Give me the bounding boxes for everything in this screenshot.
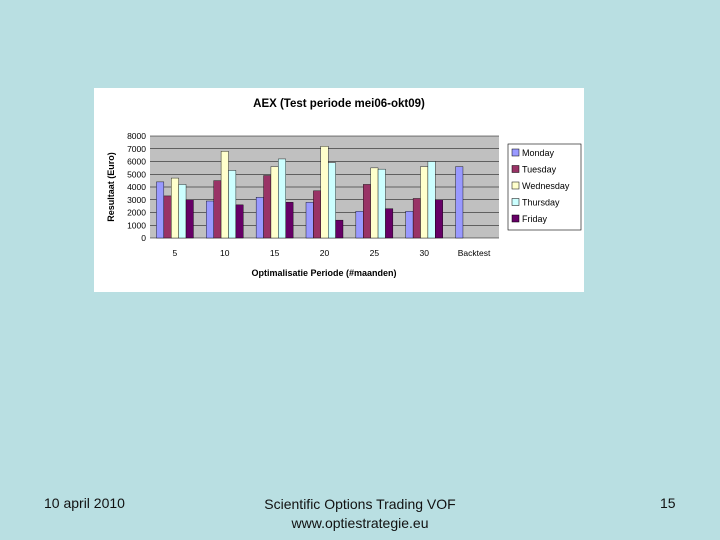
bar — [405, 211, 414, 239]
bar — [435, 199, 443, 239]
bar — [171, 177, 179, 239]
legend-swatch — [511, 214, 520, 223]
y-tick-label: 0 — [141, 233, 146, 243]
bar — [420, 166, 429, 239]
x-axis-label: Optimalisatie Periode (#maanden) — [251, 268, 396, 278]
bar — [220, 151, 229, 239]
bar — [235, 204, 244, 239]
bar — [377, 168, 386, 239]
y-tick-label: 1000 — [127, 220, 146, 230]
bar — [327, 162, 336, 239]
legend-label: Monday — [522, 148, 555, 158]
legend-swatch — [511, 165, 520, 173]
bar — [355, 211, 364, 239]
bar — [206, 200, 214, 239]
bar — [370, 167, 379, 239]
page-number: 15 — [660, 495, 676, 511]
bar — [178, 184, 187, 239]
bar — [156, 181, 165, 239]
legend-label: Tuesday — [522, 165, 557, 175]
x-tick-label: Backtest — [458, 248, 491, 258]
company-name: Scientific Options Trading VOF — [264, 496, 456, 512]
bar — [228, 170, 237, 239]
chart-title: AEX (Test periode mei06-okt09) — [253, 98, 425, 110]
bar — [313, 190, 321, 239]
bar — [363, 184, 371, 239]
y-axis-label: Resultaat (Euro) — [106, 152, 116, 222]
legend-label: Friday — [522, 214, 548, 224]
chart-frame: 0 1000 2000 3000 4000 5000 6000 7000 8000 5 10 15 2… — [94, 88, 584, 292]
y-tick-label: 5000 — [127, 169, 146, 179]
x-tick-label: 25 — [370, 248, 380, 258]
legend-swatch — [511, 148, 520, 157]
bar — [285, 202, 294, 239]
bar — [427, 161, 436, 239]
bar-chart: 0 1000 2000 3000 4000 5000 6000 7000 8000 5 10 15 2… — [106, 98, 582, 278]
legend-label: Thursday — [522, 198, 560, 208]
bar — [385, 208, 394, 239]
bar — [255, 196, 264, 239]
bar — [455, 166, 464, 239]
y-tick-label: 7000 — [127, 144, 146, 154]
y-tick-label: 2000 — [127, 208, 146, 218]
bar — [305, 202, 314, 239]
x-tick-label: 5 — [173, 248, 178, 258]
x-tick-label: 10 — [220, 248, 230, 258]
x-tick-label: 15 — [270, 248, 280, 258]
x-tick-label: 20 — [320, 248, 330, 258]
legend-swatch — [511, 198, 520, 206]
bar — [320, 146, 329, 239]
bar — [412, 198, 421, 239]
legend-label: Wednesday — [522, 181, 570, 191]
y-tick-label: 4000 — [127, 182, 146, 192]
legend-box — [507, 143, 582, 231]
bar — [278, 158, 286, 239]
bar — [263, 175, 272, 239]
bar — [185, 199, 194, 239]
bar — [270, 166, 279, 239]
bar — [213, 180, 222, 239]
bar — [335, 219, 344, 239]
legend-swatch — [511, 181, 520, 190]
x-tick-label: 30 — [419, 248, 429, 258]
company-url: www.optiestrategie.eu — [291, 515, 429, 531]
y-tick-label: 6000 — [127, 157, 146, 167]
y-tick-label: 8000 — [127, 131, 146, 141]
footer-date: 10 april 2010 — [44, 495, 125, 511]
bar — [163, 195, 172, 239]
y-tick-label: 3000 — [127, 195, 146, 205]
footer-company: Scientific Options Trading VOF www.optie… — [230, 495, 490, 533]
